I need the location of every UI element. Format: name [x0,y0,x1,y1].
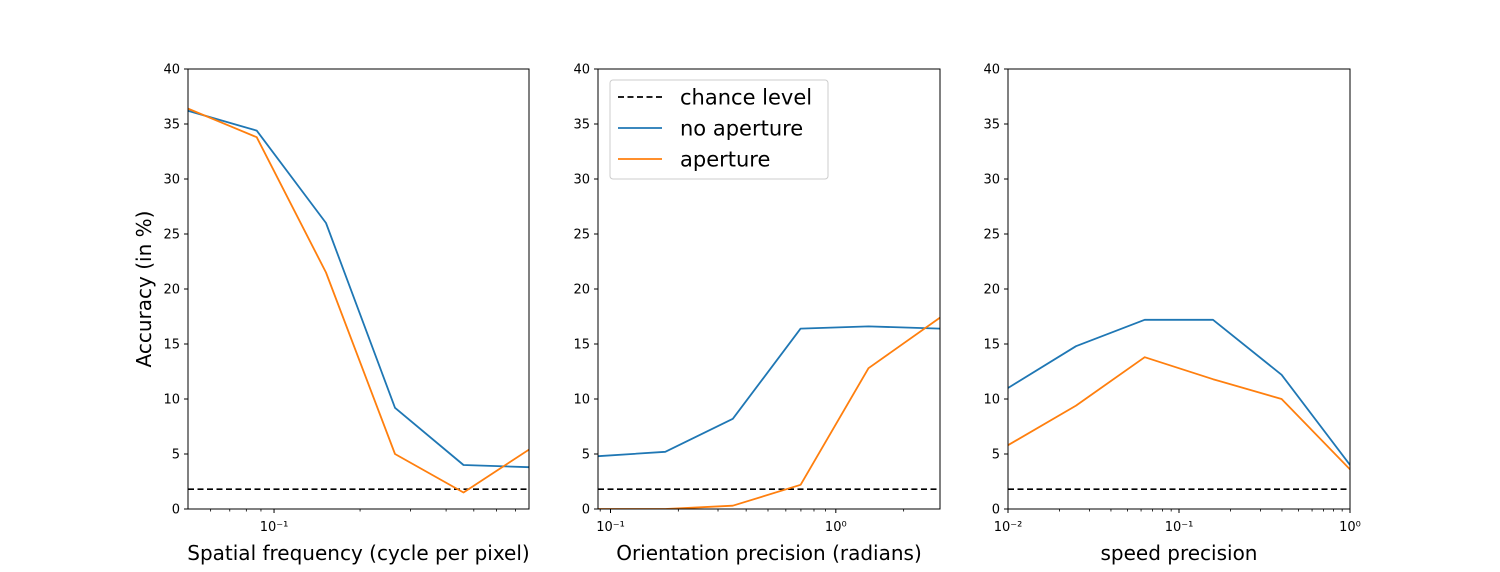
legend-label-aperture: aperture [680,148,770,172]
axes-frame [597,68,941,510]
x-tick-label: 10⁻¹ [260,520,289,535]
y-tick-label: 15 [983,338,1000,353]
y-tick-label: 25 [573,228,590,243]
y-tick-label: 25 [983,228,1000,243]
y-tick-label: 5 [172,448,180,463]
y-axis-label: Accuracy (in %) [132,211,156,368]
series-aperture [188,107,529,494]
series-aperture [1008,356,1350,471]
y-tick-label: 25 [163,228,180,243]
x-axis-label: speed precision [1100,541,1257,565]
x-axis-label: Orientation precision (radians) [616,541,922,565]
y-tick-label: 0 [992,503,1000,518]
y-tick-label: 10 [983,393,1000,408]
legend-label-no-aperture: no aperture [680,117,803,141]
y-tick-label: 35 [163,118,180,133]
legend: chance level no aperture aperture [609,79,829,180]
y-tick-label: 30 [983,173,1000,188]
x-tick-label: 10⁻² [994,520,1023,535]
y-tick-label: 40 [163,63,180,78]
y-tick-label: 20 [983,283,1000,298]
x-tick-label: 10⁻¹ [596,520,625,535]
y-tick-label: 20 [573,283,590,298]
y-tick-label: 35 [573,118,590,133]
legend-label-chance-level: chance level [680,86,812,110]
y-tick-label: 20 [163,283,180,298]
y-tick-label: 15 [573,338,590,353]
x-tick-label: 10⁰ [825,520,847,535]
x-tick-label: 10⁰ [1339,520,1361,535]
panel-2: 0 5 10 15 20 25 30 35 40 10⁻¹ 10⁰ Orientation preci… [573,63,941,565]
x-axis-label: Spatial frequency (cycle per pixel) [187,541,529,565]
axes-frame [187,68,530,510]
y-tick-label: 0 [172,503,180,518]
y-tick-label: 40 [573,63,590,78]
series-no-aperture [1008,318,1350,466]
y-tick-label: 15 [163,338,180,353]
y-tick-label: 35 [983,118,1000,133]
y-tick-label: 30 [163,173,180,188]
panel-3: 0 5 10 15 20 25 30 35 40 10⁻² 10⁻¹ 10⁰ speed precisi… [983,63,1360,566]
axes-frame [1007,68,1351,510]
y-tick-label: 5 [992,448,1000,463]
y-tick-label: 0 [582,503,590,518]
y-tick-label: 5 [582,448,590,463]
y-tick-label: 30 [573,173,590,188]
x-tick-label: 10⁻¹ [1165,520,1194,535]
series-no-aperture [188,109,529,469]
y-tick-label: 40 [983,63,1000,78]
legend-box [609,79,829,180]
y-tick-label: 10 [163,393,180,408]
y-tick-label: 10 [573,393,590,408]
series-no-aperture [598,325,940,458]
series-aperture [598,316,940,509]
panel-1: 0 5 10 15 20 25 30 35 40 10⁻¹ Spatial frequency (c… [132,63,530,566]
